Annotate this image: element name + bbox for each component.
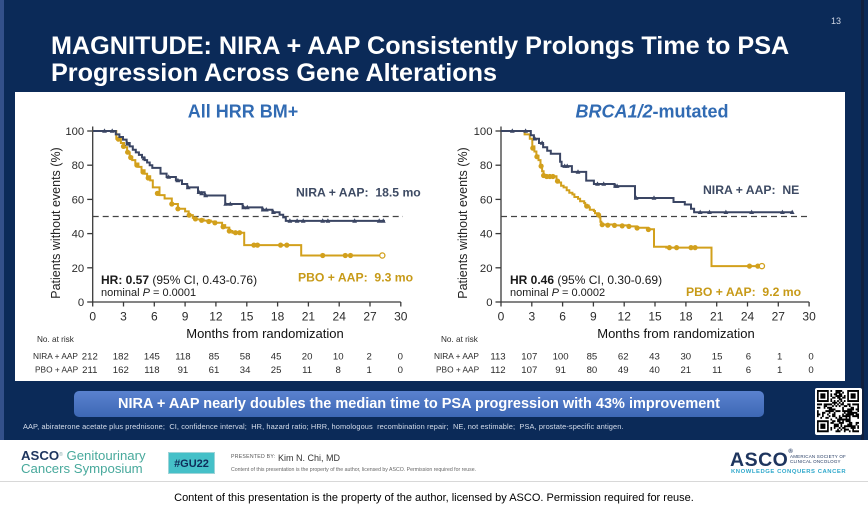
svg-text:PBO + AAP: PBO + AAP [35,364,79,374]
svg-text:9: 9 [182,310,189,324]
svg-text:12: 12 [618,310,632,324]
svg-text:12: 12 [209,310,223,324]
svg-text:49: 49 [618,365,629,376]
svg-text:107: 107 [521,352,537,363]
svg-text:NIRA + AAP: 18.5 mo: NIRA + AAP: 18.5 mo [296,186,421,200]
svg-text:0: 0 [398,365,403,376]
svg-text:6: 6 [559,310,566,324]
svg-text:80: 80 [72,160,85,172]
svg-text:211: 211 [82,365,97,376]
svg-text:100: 100 [553,352,569,363]
svg-text:0: 0 [486,297,492,309]
svg-text:91: 91 [555,365,566,376]
svg-text:112: 112 [490,365,505,376]
svg-text:40: 40 [72,229,85,241]
svg-text:58: 58 [240,352,251,363]
svg-text:Patients without events (%): Patients without events (%) [456,147,470,298]
svg-text:30: 30 [802,310,816,324]
svg-text:62: 62 [618,352,629,363]
svg-text:21: 21 [302,310,316,324]
svg-text:118: 118 [144,365,159,376]
svg-text:0: 0 [808,365,813,376]
svg-text:3: 3 [120,310,127,324]
svg-text:HR: 0.57 (95% CI, 0.43-0.76): HR: 0.57 (95% CI, 0.43-0.76) [101,273,257,287]
svg-text:nominal P = 0.0002: nominal P = 0.0002 [510,287,605,299]
svg-text:PBO + AAP: PBO + AAP [436,364,480,374]
svg-text:27: 27 [772,310,786,324]
svg-text:91: 91 [178,365,189,376]
svg-text:0: 0 [808,352,813,363]
svg-text:20: 20 [302,352,313,363]
svg-text:85: 85 [209,352,220,363]
svg-text:18: 18 [271,310,285,324]
svg-text:6: 6 [151,310,158,324]
svg-text:20: 20 [72,263,85,275]
svg-text:1: 1 [777,365,782,376]
svg-text:15: 15 [648,310,662,324]
svg-text:3: 3 [528,310,535,324]
svg-text:100: 100 [474,126,493,138]
svg-text:30: 30 [394,310,408,324]
svg-text:85: 85 [587,352,598,363]
svg-text:0: 0 [398,352,403,363]
svg-text:BRCA1/2-mutated: BRCA1/2-mutated [575,102,728,122]
svg-text:25: 25 [271,365,282,376]
svg-text:60: 60 [72,194,85,206]
svg-text:All HRR BM+: All HRR BM+ [188,102,299,122]
svg-text:100: 100 [65,126,84,138]
svg-text:40: 40 [649,365,660,376]
svg-text:11: 11 [302,365,312,376]
svg-text:NIRA + AAP: NIRA + AAP [434,351,479,361]
svg-text:HR 0.46 (95% CI, 0.30-0.69): HR 0.46 (95% CI, 0.30-0.69) [510,273,662,287]
svg-text:24: 24 [741,310,755,324]
svg-text:21: 21 [710,310,724,324]
svg-text:0: 0 [78,297,84,309]
svg-text:43: 43 [649,352,660,363]
svg-text:21: 21 [680,365,691,376]
svg-text:PBO + AAP: 9.2 mo: PBO + AAP: 9.2 mo [686,285,801,299]
svg-text:118: 118 [175,352,190,363]
svg-text:80: 80 [480,160,493,172]
svg-text:Months from randomization: Months from randomization [597,326,755,341]
svg-text:1: 1 [777,352,782,363]
svg-text:15: 15 [240,310,254,324]
svg-text:Months from randomization: Months from randomization [186,326,344,341]
svg-text:27: 27 [363,310,377,324]
svg-text:8: 8 [336,365,341,376]
svg-text:2: 2 [367,352,372,363]
svg-text:40: 40 [480,229,493,241]
svg-text:212: 212 [82,352,98,363]
svg-text:1: 1 [367,365,372,376]
svg-text:0: 0 [498,310,505,324]
svg-text:60: 60 [480,194,493,206]
svg-text:20: 20 [480,263,493,275]
svg-text:107: 107 [521,365,537,376]
svg-text:18: 18 [679,310,693,324]
svg-text:6: 6 [746,365,751,376]
svg-text:9: 9 [590,310,597,324]
svg-text:24: 24 [333,310,347,324]
svg-text:Patients without events (%): Patients without events (%) [49,147,63,298]
svg-text:No. at risk: No. at risk [37,335,75,344]
svg-text:nominal P = 0.0001: nominal P = 0.0001 [101,287,196,299]
svg-text:162: 162 [113,365,129,376]
svg-text:0: 0 [89,310,96,324]
svg-text:NIRA + AAP: NIRA + AAP [33,351,78,361]
svg-text:6: 6 [746,352,751,363]
svg-text:No. at risk: No. at risk [441,335,479,344]
svg-text:11: 11 [712,365,722,376]
svg-text:NIRA + AAP: NE: NIRA + AAP: NE [703,183,799,197]
svg-text:15: 15 [712,352,723,363]
svg-text:10: 10 [333,352,344,363]
svg-text:80: 80 [587,365,598,376]
svg-text:61: 61 [209,365,220,376]
svg-text:34: 34 [240,365,251,376]
svg-text:182: 182 [113,352,129,363]
svg-text:113: 113 [490,352,505,363]
svg-text:PBO + AAP: 9.3 mo: PBO + AAP: 9.3 mo [298,271,413,285]
svg-text:45: 45 [271,352,282,363]
svg-text:30: 30 [680,352,691,363]
svg-text:145: 145 [144,352,160,363]
